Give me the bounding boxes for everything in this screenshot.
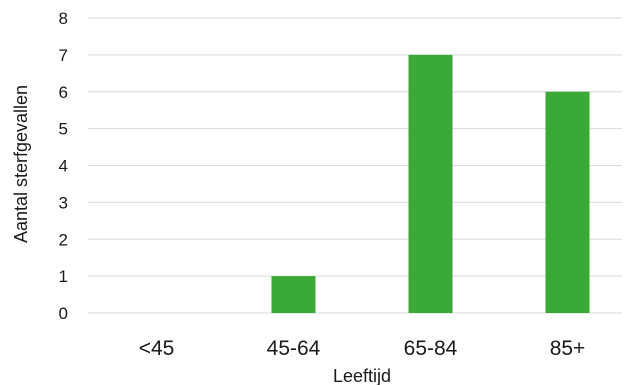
y-tick-label: 2 [59,230,68,249]
bar-1 [271,276,316,313]
y-tick-label: 7 [59,46,68,65]
y-tick-label: 8 [59,9,68,28]
x-tick-label: <45 [139,337,175,360]
x-axis-ticks: <45 45-64 65-84 85+ [139,337,586,360]
y-tick-label: 1 [59,267,68,286]
x-tick-label: 45-64 [267,337,321,360]
y-tick-label: 5 [59,120,68,139]
y-axis-label: Aantal sterfgevallen [11,85,31,243]
y-tick-label: 6 [59,83,68,102]
y-tick-label: 0 [59,304,68,323]
bars [271,54,590,313]
y-tick-label: 4 [59,157,68,176]
gridlines [88,17,622,314]
x-tick-label: 85+ [550,337,586,360]
bar-2 [408,54,453,313]
y-tick-label: 3 [59,193,68,212]
x-tick-label: 65-84 [404,337,458,360]
bar-3 [545,91,590,313]
x-axis-label: Leeftijd [333,366,391,385]
y-axis-ticks: 0 1 2 3 4 5 6 7 8 [59,9,68,323]
